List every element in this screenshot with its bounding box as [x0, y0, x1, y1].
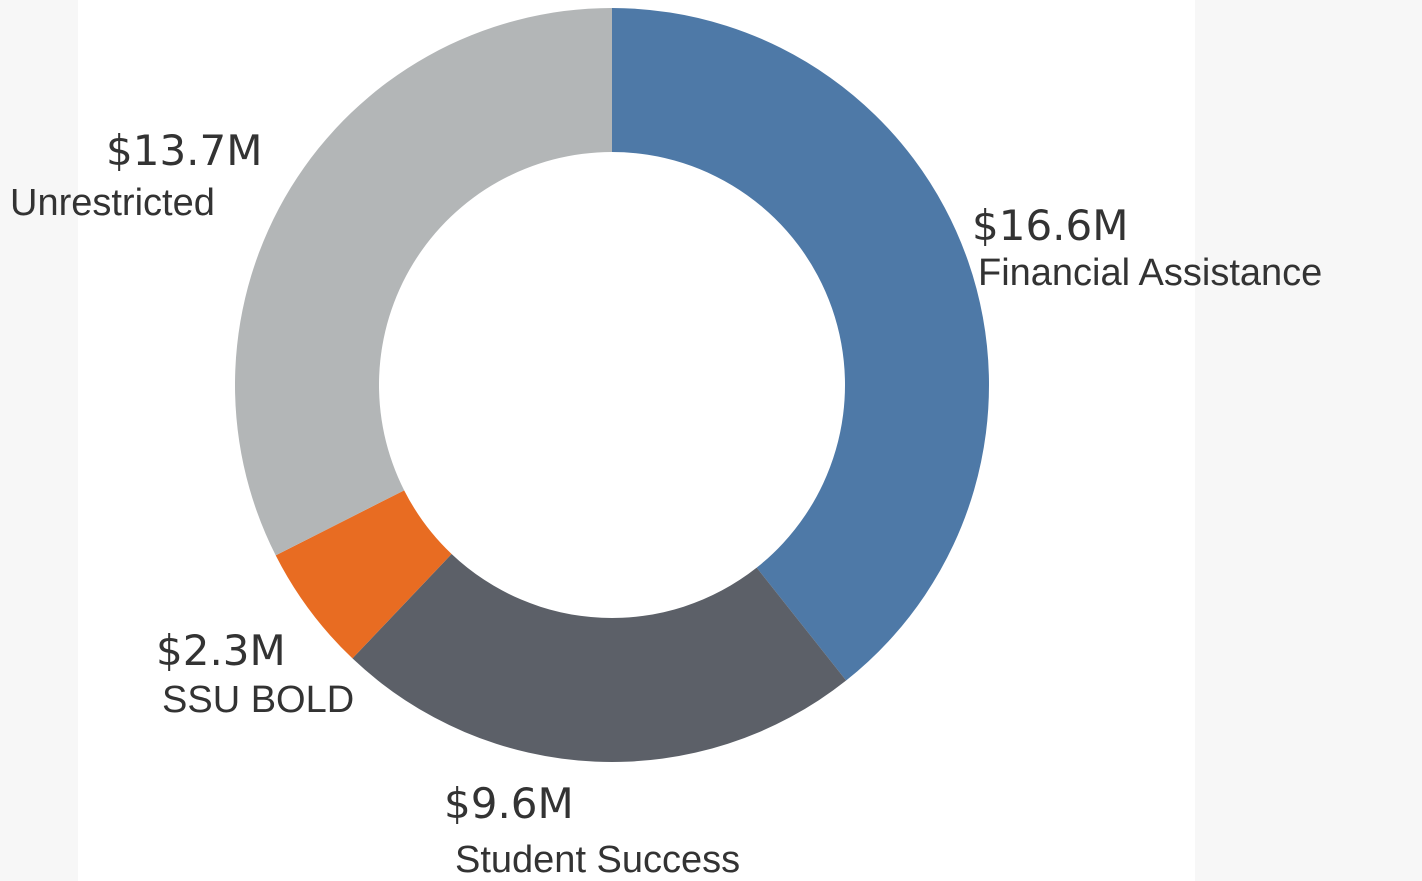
category-label: Unrestricted: [10, 182, 215, 224]
category-label: SSU BOLD: [162, 679, 354, 721]
value-label: $13.7M: [106, 126, 262, 175]
value-label: $9.6M: [444, 779, 574, 828]
donut-slice: [612, 8, 989, 681]
value-label: $2.3M: [156, 626, 286, 675]
donut-slice: [235, 8, 612, 556]
value-label: $16.6M: [972, 201, 1128, 250]
category-label: Financial Assistance: [978, 252, 1322, 294]
category-label: Student Success: [455, 839, 740, 881]
donut-slice: [275, 490, 452, 659]
donut-slice: [352, 553, 847, 762]
donut: [235, 8, 989, 762]
